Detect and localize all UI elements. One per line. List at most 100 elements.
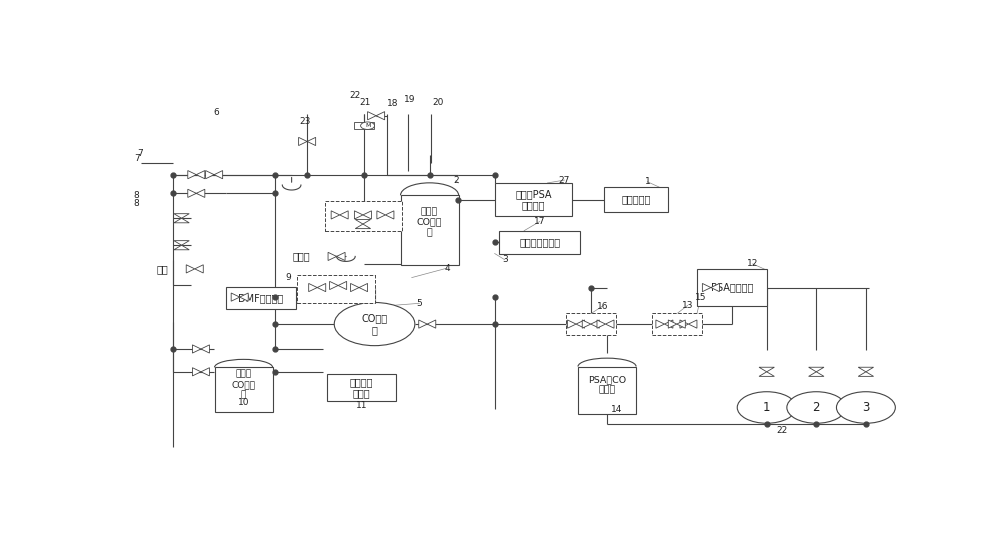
Polygon shape	[759, 372, 774, 376]
Text: 倒淋: 倒淋	[156, 264, 168, 274]
Polygon shape	[192, 368, 201, 376]
Polygon shape	[337, 252, 345, 260]
Text: 气化炉
CO缓冲
罐: 气化炉 CO缓冲 罐	[417, 207, 442, 237]
Circle shape	[737, 392, 796, 423]
Text: 2: 2	[453, 176, 459, 185]
Polygon shape	[702, 284, 711, 292]
Polygon shape	[427, 320, 436, 328]
FancyBboxPatch shape	[495, 183, 572, 216]
Polygon shape	[188, 170, 196, 179]
Polygon shape	[359, 284, 368, 292]
Text: PSA段CO
缓冲罐: PSA段CO 缓冲罐	[588, 375, 626, 395]
FancyBboxPatch shape	[297, 275, 375, 303]
Polygon shape	[809, 372, 824, 376]
Circle shape	[836, 392, 895, 423]
Text: 21: 21	[360, 98, 371, 107]
Text: 8: 8	[134, 191, 140, 200]
Polygon shape	[231, 293, 240, 301]
Polygon shape	[668, 320, 677, 328]
Text: 乙二醇生产系统: 乙二醇生产系统	[519, 237, 560, 247]
Polygon shape	[206, 170, 214, 179]
Bar	[401, 195, 459, 265]
Text: 7: 7	[134, 154, 140, 163]
Text: 22: 22	[777, 426, 788, 435]
Text: 纯氧气化炉: 纯氧气化炉	[621, 195, 650, 205]
Text: 20: 20	[432, 98, 444, 107]
Polygon shape	[858, 372, 874, 376]
Polygon shape	[196, 170, 205, 179]
Polygon shape	[354, 211, 363, 219]
Text: 11: 11	[356, 402, 367, 410]
Polygon shape	[591, 320, 599, 328]
Polygon shape	[299, 137, 307, 146]
Polygon shape	[201, 345, 209, 353]
Polygon shape	[680, 320, 688, 328]
Text: 23: 23	[299, 118, 310, 127]
Polygon shape	[192, 345, 201, 353]
Text: 27: 27	[559, 176, 570, 184]
Text: 1: 1	[763, 401, 770, 414]
FancyBboxPatch shape	[697, 270, 767, 306]
Polygon shape	[582, 320, 591, 328]
Polygon shape	[174, 240, 189, 245]
Text: 9: 9	[285, 273, 291, 282]
Polygon shape	[201, 368, 209, 376]
Polygon shape	[809, 367, 824, 372]
Text: M: M	[365, 123, 370, 128]
Text: 6: 6	[214, 108, 219, 117]
FancyBboxPatch shape	[652, 313, 702, 335]
Bar	[215, 368, 273, 412]
Polygon shape	[377, 211, 385, 219]
Text: 3: 3	[862, 401, 870, 414]
Polygon shape	[307, 137, 316, 146]
Polygon shape	[606, 320, 614, 328]
Polygon shape	[363, 211, 371, 219]
Text: CO离心
机: CO离心 机	[361, 313, 388, 335]
Polygon shape	[656, 320, 664, 328]
Polygon shape	[355, 219, 371, 224]
Text: 15: 15	[695, 293, 707, 302]
Text: 12: 12	[747, 259, 758, 268]
FancyBboxPatch shape	[604, 186, 668, 212]
Circle shape	[361, 122, 375, 129]
Text: DMF生产装置: DMF生产装置	[238, 293, 283, 303]
Bar	[578, 367, 636, 413]
Text: 3: 3	[502, 255, 508, 264]
Polygon shape	[568, 320, 576, 328]
Bar	[354, 122, 374, 129]
Text: 1: 1	[644, 177, 650, 186]
Polygon shape	[214, 170, 223, 179]
Text: 14: 14	[611, 405, 622, 414]
Polygon shape	[664, 320, 673, 328]
Text: 4: 4	[445, 264, 450, 273]
Text: 18: 18	[387, 99, 398, 108]
Text: 17: 17	[534, 217, 545, 226]
Polygon shape	[576, 320, 585, 328]
Polygon shape	[309, 284, 317, 292]
Polygon shape	[331, 211, 340, 219]
Circle shape	[787, 392, 846, 423]
Text: 取样点: 取样点	[293, 251, 311, 261]
Polygon shape	[351, 284, 359, 292]
Polygon shape	[385, 211, 394, 219]
Polygon shape	[688, 320, 697, 328]
FancyBboxPatch shape	[499, 231, 580, 254]
Text: 7: 7	[138, 149, 143, 158]
Polygon shape	[677, 320, 685, 328]
Text: 8: 8	[134, 199, 140, 208]
Polygon shape	[174, 245, 189, 250]
Text: 10: 10	[238, 398, 249, 407]
Polygon shape	[330, 281, 338, 289]
Text: 2: 2	[813, 401, 820, 414]
Text: 5: 5	[417, 299, 422, 308]
Polygon shape	[174, 218, 189, 223]
Polygon shape	[174, 213, 189, 218]
Polygon shape	[188, 189, 196, 197]
Text: 气化炉PSA
提纯装置: 气化炉PSA 提纯装置	[515, 189, 552, 210]
Circle shape	[334, 302, 415, 345]
Text: 22: 22	[350, 91, 361, 100]
Polygon shape	[186, 265, 195, 273]
Polygon shape	[711, 284, 719, 292]
Text: PSA提纯装置: PSA提纯装置	[711, 282, 753, 293]
Polygon shape	[338, 281, 347, 289]
